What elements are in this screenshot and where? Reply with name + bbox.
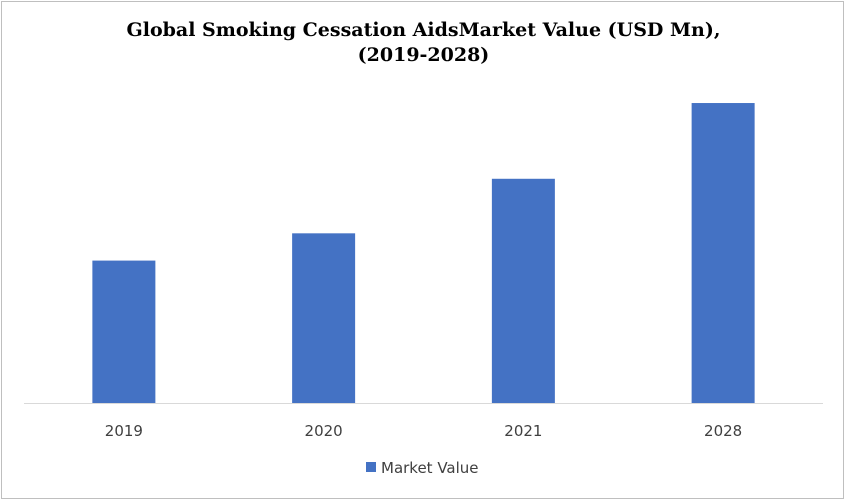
legend-swatch bbox=[366, 462, 376, 472]
x-tick-label-2019: 2019 bbox=[105, 422, 143, 440]
bar-2028 bbox=[691, 103, 755, 403]
chart-title-line-2: (2019-2028) bbox=[357, 44, 490, 66]
bar-2019 bbox=[92, 260, 156, 403]
bar-group bbox=[92, 103, 755, 403]
legend-label: Market Value bbox=[381, 459, 479, 477]
bar-2021 bbox=[491, 178, 555, 403]
bar-2020 bbox=[292, 233, 356, 403]
x-tick-label-2020: 2020 bbox=[305, 422, 343, 440]
x-tick-label-2021: 2021 bbox=[504, 422, 542, 440]
legend: Market Value bbox=[366, 459, 479, 477]
chart-title-line-1: Global Smoking Cessation AidsMarket Valu… bbox=[126, 19, 721, 41]
x-axis-tick-labels: 2019 2020 2021 2028 bbox=[105, 422, 742, 440]
x-tick-label-2028: 2028 bbox=[704, 422, 742, 440]
